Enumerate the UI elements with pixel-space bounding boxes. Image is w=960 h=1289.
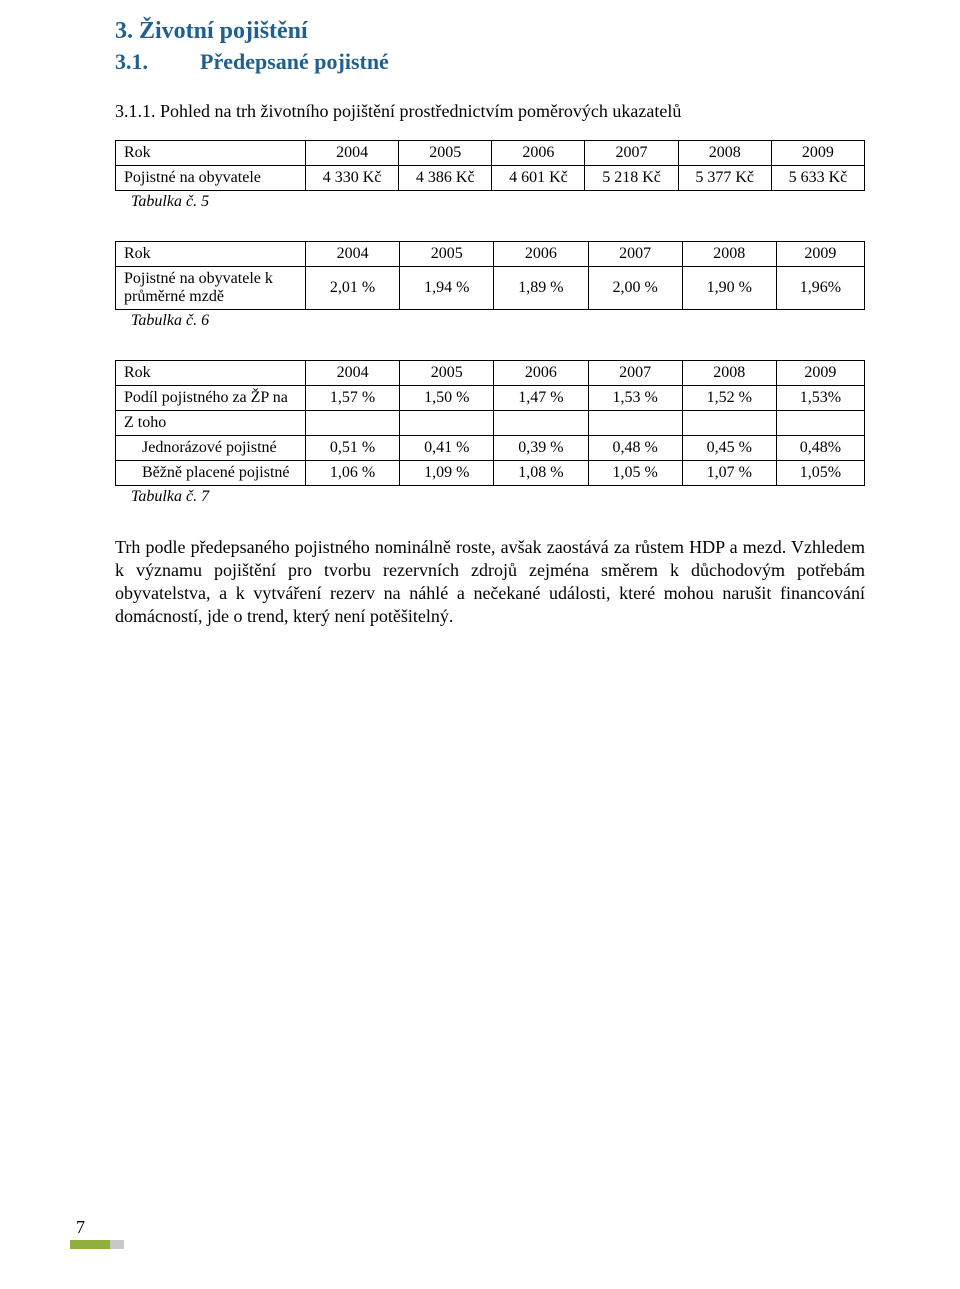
table5-year-0: 2004 bbox=[306, 141, 399, 166]
table7-year-label: Rok bbox=[116, 361, 306, 386]
table7-row3-val-4: 0,45 % bbox=[682, 436, 776, 461]
table6-year-4: 2008 bbox=[682, 242, 776, 267]
table6-val-5: 1,96% bbox=[776, 267, 864, 310]
page-bar-gray bbox=[110, 1240, 124, 1249]
table6-val-2: 1,89 % bbox=[494, 267, 588, 310]
table7-row2-empty-4 bbox=[682, 411, 776, 436]
table7-year-0: 2004 bbox=[306, 361, 400, 386]
table7-row3-val-3: 0,48 % bbox=[588, 436, 682, 461]
subsection-title: Předepsané pojistné bbox=[200, 49, 389, 74]
table6-year-1: 2005 bbox=[400, 242, 494, 267]
body-paragraph: Trh podle předepsaného pojistného nominá… bbox=[115, 536, 865, 628]
table5-val-3: 5 218 Kč bbox=[585, 166, 678, 191]
table7-block: Rok 2004 2005 2006 2007 2008 2009 Podíl … bbox=[115, 360, 865, 506]
table6-year-5: 2009 bbox=[776, 242, 864, 267]
section-heading: 3. Životní pojištění bbox=[115, 18, 865, 45]
table7: Rok 2004 2005 2006 2007 2008 2009 Podíl … bbox=[115, 360, 865, 486]
table5-val-1: 4 386 Kč bbox=[399, 166, 492, 191]
table7-row1-val-3: 1,53 % bbox=[588, 386, 682, 411]
table6: Rok 2004 2005 2006 2007 2008 2009 Pojist… bbox=[115, 241, 865, 310]
table6-val-4: 1,90 % bbox=[682, 267, 776, 310]
page-number: 7 bbox=[70, 1217, 124, 1238]
subsection-number: 3.1. bbox=[115, 49, 148, 74]
page-number-block: 7 bbox=[70, 1217, 124, 1249]
table5-year-4: 2008 bbox=[678, 141, 771, 166]
table6-val-0: 2,01 % bbox=[306, 267, 400, 310]
table6-year-label: Rok bbox=[116, 242, 306, 267]
table7-row4-val-0: 1,06 % bbox=[306, 461, 400, 486]
table5-caption: Tabulka č. 5 bbox=[131, 193, 865, 211]
table7-year-5: 2009 bbox=[776, 361, 864, 386]
table5-year-label: Rok bbox=[116, 141, 306, 166]
table5-block: Rok 2004 2005 2006 2007 2008 2009 Pojist… bbox=[115, 140, 865, 211]
table7-caption: Tabulka č. 7 bbox=[131, 488, 865, 506]
table6-row-label: Pojistné na obyvatele k průměrné mzdě bbox=[116, 267, 306, 310]
table6-year-2: 2006 bbox=[494, 242, 588, 267]
table7-row1-val-1: 1,50 % bbox=[400, 386, 494, 411]
table7-row4-val-3: 1,05 % bbox=[588, 461, 682, 486]
table7-row2-empty-3 bbox=[588, 411, 682, 436]
table7-row3-val-1: 0,41 % bbox=[400, 436, 494, 461]
table7-row2-empty-2 bbox=[494, 411, 588, 436]
table5-row-label: Pojistné na obyvatele bbox=[116, 166, 306, 191]
table7-row1-val-4: 1,52 % bbox=[682, 386, 776, 411]
table7-row2-empty-0 bbox=[306, 411, 400, 436]
page-bar-green bbox=[70, 1240, 110, 1249]
table7-year-4: 2008 bbox=[682, 361, 776, 386]
table7-row4-val-4: 1,07 % bbox=[682, 461, 776, 486]
table7-row4-val-2: 1,08 % bbox=[494, 461, 588, 486]
table5-year-2: 2006 bbox=[492, 141, 585, 166]
table5-val-0: 4 330 Kč bbox=[306, 166, 399, 191]
table7-row2-label: Z toho bbox=[116, 411, 306, 436]
table6-block: Rok 2004 2005 2006 2007 2008 2009 Pojist… bbox=[115, 241, 865, 330]
table7-row3-label: Jednorázové pojistné bbox=[116, 436, 306, 461]
table7-row4-val-5: 1,05% bbox=[776, 461, 864, 486]
table5-year-5: 2009 bbox=[771, 141, 864, 166]
table6-caption: Tabulka č. 6 bbox=[131, 312, 865, 330]
table7-row1-val-0: 1,57 % bbox=[306, 386, 400, 411]
table7-row3-val-2: 0,39 % bbox=[494, 436, 588, 461]
table7-year-3: 2007 bbox=[588, 361, 682, 386]
table7-row2-empty-1 bbox=[400, 411, 494, 436]
table7-row3-val-0: 0,51 % bbox=[306, 436, 400, 461]
table6-year-3: 2007 bbox=[588, 242, 682, 267]
table7-row1-label: Podíl pojistného za ŽP na bbox=[116, 386, 306, 411]
table7-row1-val-2: 1,47 % bbox=[494, 386, 588, 411]
subsubsection-heading: 3.1.1. Pohled na trh životního pojištění… bbox=[115, 101, 865, 122]
table7-row2-empty-5 bbox=[776, 411, 864, 436]
subsection-heading: 3.1. Předepsané pojistné bbox=[115, 49, 865, 75]
table7-row4-label: Běžně placené pojistné bbox=[116, 461, 306, 486]
table5-year-3: 2007 bbox=[585, 141, 678, 166]
table5-val-2: 4 601 Kč bbox=[492, 166, 585, 191]
table5: Rok 2004 2005 2006 2007 2008 2009 Pojist… bbox=[115, 140, 865, 191]
table6-val-1: 1,94 % bbox=[400, 267, 494, 310]
table7-year-2: 2006 bbox=[494, 361, 588, 386]
table5-val-4: 5 377 Kč bbox=[678, 166, 771, 191]
table5-year-1: 2005 bbox=[399, 141, 492, 166]
table6-year-0: 2004 bbox=[306, 242, 400, 267]
table5-val-5: 5 633 Kč bbox=[771, 166, 864, 191]
table7-row4-val-1: 1,09 % bbox=[400, 461, 494, 486]
page-decor-bar bbox=[70, 1240, 124, 1249]
table7-row1-val-5: 1,53% bbox=[776, 386, 864, 411]
table6-val-3: 2,00 % bbox=[588, 267, 682, 310]
table7-row3-val-5: 0,48% bbox=[776, 436, 864, 461]
table7-year-1: 2005 bbox=[400, 361, 494, 386]
